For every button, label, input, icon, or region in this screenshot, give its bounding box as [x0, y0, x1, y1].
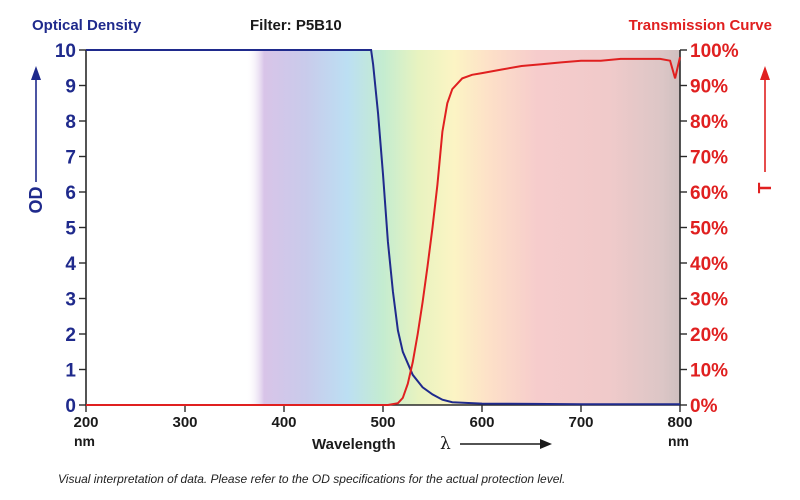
y-right-tick-label: 90% — [690, 77, 728, 98]
y-right-tick-label: 20% — [690, 325, 728, 346]
y-right-tick-label: 80% — [690, 112, 728, 133]
lambda-symbol: λ — [440, 434, 451, 454]
y-right-tick-label: 30% — [690, 290, 728, 311]
y-right-tick-label: 50% — [690, 219, 728, 240]
y-right-tick-label: 0% — [690, 396, 718, 417]
od-series-line — [86, 49, 680, 406]
x-unit-left: nm — [74, 433, 95, 449]
y-left-tick-label: 6 — [65, 183, 76, 204]
right-axis-label: T — [755, 183, 775, 194]
t-axis-arrow — [760, 66, 770, 172]
x-tick-label: 800 — [667, 414, 692, 431]
tick-marks — [79, 49, 687, 412]
y-left-tick-label: 5 — [65, 219, 76, 240]
right-axis-title: Transmission Curve — [629, 17, 772, 34]
y-left-tick-label: 8 — [65, 112, 76, 133]
y-left-tick-label: 1 — [65, 361, 76, 382]
y-left-tick-label: 3 — [65, 290, 76, 311]
y-left-tick-label: 9 — [65, 77, 76, 98]
left-axis-label: OD — [26, 186, 46, 213]
footnote: Visual interpretation of data. Please re… — [58, 472, 566, 486]
left-axis-title: Optical Density — [32, 17, 142, 34]
y-left-tick-label: 4 — [65, 254, 76, 275]
y-left-tick-label: 7 — [65, 148, 76, 169]
y-right-tick-label: 100% — [690, 41, 739, 62]
x-tick-label: 300 — [172, 414, 197, 431]
x-tick-label: 500 — [370, 414, 395, 431]
x-tick-label: 600 — [469, 414, 494, 431]
transmission-series-line — [86, 56, 681, 406]
x-unit-right: nm — [668, 433, 689, 449]
y-left-tick-label: 2 — [65, 325, 76, 346]
chart-title: Filter: P5B10 — [250, 17, 342, 34]
y-left-tick-label: 10 — [55, 41, 76, 62]
x-tick-label: 700 — [568, 414, 593, 431]
tick-labels: 200 300 400 500 600 700 8000123456789100%10%20… — [55, 41, 739, 431]
y-right-tick-label: 60% — [690, 183, 728, 204]
y-right-tick-label: 40% — [690, 254, 728, 275]
x-tick-label: 200 — [73, 414, 98, 431]
spectrum-background — [86, 50, 680, 405]
x-axis-arrow — [460, 439, 552, 449]
x-axis-title: Wavelength — [312, 436, 396, 453]
x-tick-label: 400 — [271, 414, 296, 431]
y-right-tick-label: 70% — [690, 148, 728, 169]
y-left-tick-label: 0 — [65, 396, 76, 417]
y-right-tick-label: 10% — [690, 361, 728, 382]
od-axis-arrow — [31, 66, 41, 182]
